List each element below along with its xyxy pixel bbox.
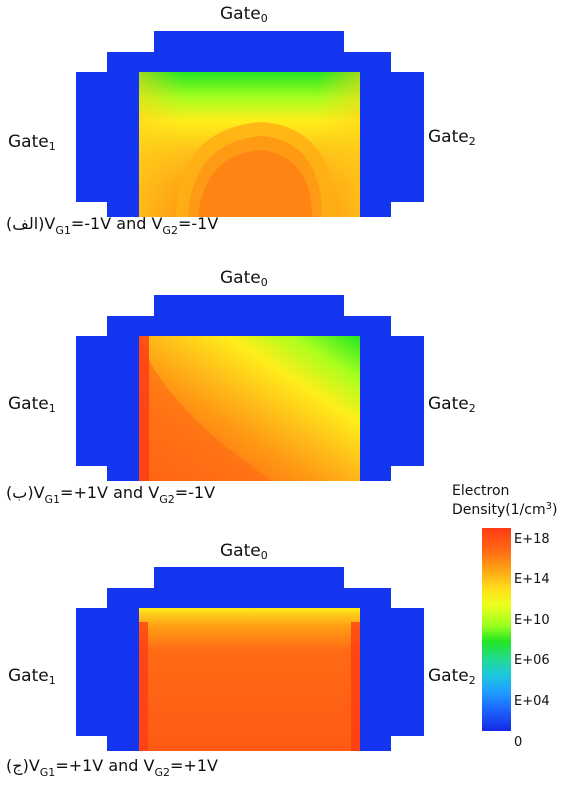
gate-2-label: Gate2 xyxy=(428,666,476,687)
panel-c: Gate0 Gate1 Gate2 (ج)VG1=+1V and VG2=+1V xyxy=(0,536,565,785)
legend-tick-label: E+18 xyxy=(514,532,550,547)
legend-tick-label: 0 xyxy=(514,735,523,750)
legend-color-bar xyxy=(482,528,511,731)
panel-b: Gate0 Gate1 Gate2 (ب)VG1=+1V and VG2=-1V xyxy=(0,264,565,514)
gate-2-label: Gate2 xyxy=(428,127,476,148)
gate-0-label: Gate0 xyxy=(220,541,268,562)
device-cross-section-a xyxy=(76,31,424,217)
channel-density-map xyxy=(139,608,360,751)
gate-1-label: Gate1 xyxy=(8,394,56,415)
gate-2-label: Gate2 xyxy=(428,394,476,415)
gate-1-label: Gate1 xyxy=(8,666,56,687)
caption-a: (الف)VG1=-1V and VG2=-1V xyxy=(6,214,219,237)
gate-0-label: Gate0 xyxy=(220,268,268,289)
panel-a: Gate0 Gate1 Gate2 (الف)VG1=-1V and VG2=-… xyxy=(0,0,565,250)
legend-tick-label: E+06 xyxy=(514,653,550,668)
channel-density-map xyxy=(139,72,360,217)
legend-tick-label: E+04 xyxy=(514,694,550,709)
legend-tick-label: E+14 xyxy=(514,572,550,587)
density-legend: Electron Density(1/cm3) E+18 E+14 E+10 E… xyxy=(452,482,565,752)
caption-b: (ب)VG1=+1V and VG2=-1V xyxy=(6,483,216,506)
device-cross-section-b xyxy=(76,295,424,481)
gate-1-label: Gate1 xyxy=(8,132,56,153)
device-cross-section-c xyxy=(76,567,424,751)
gate-0-label: Gate0 xyxy=(220,4,268,25)
channel-density-map xyxy=(139,336,360,481)
legend-tick-label: E+10 xyxy=(514,613,550,628)
legend-title: Electron Density(1/cm3) xyxy=(452,483,558,518)
caption-c: (ج)VG1=+1V and VG2=+1V xyxy=(6,756,218,779)
